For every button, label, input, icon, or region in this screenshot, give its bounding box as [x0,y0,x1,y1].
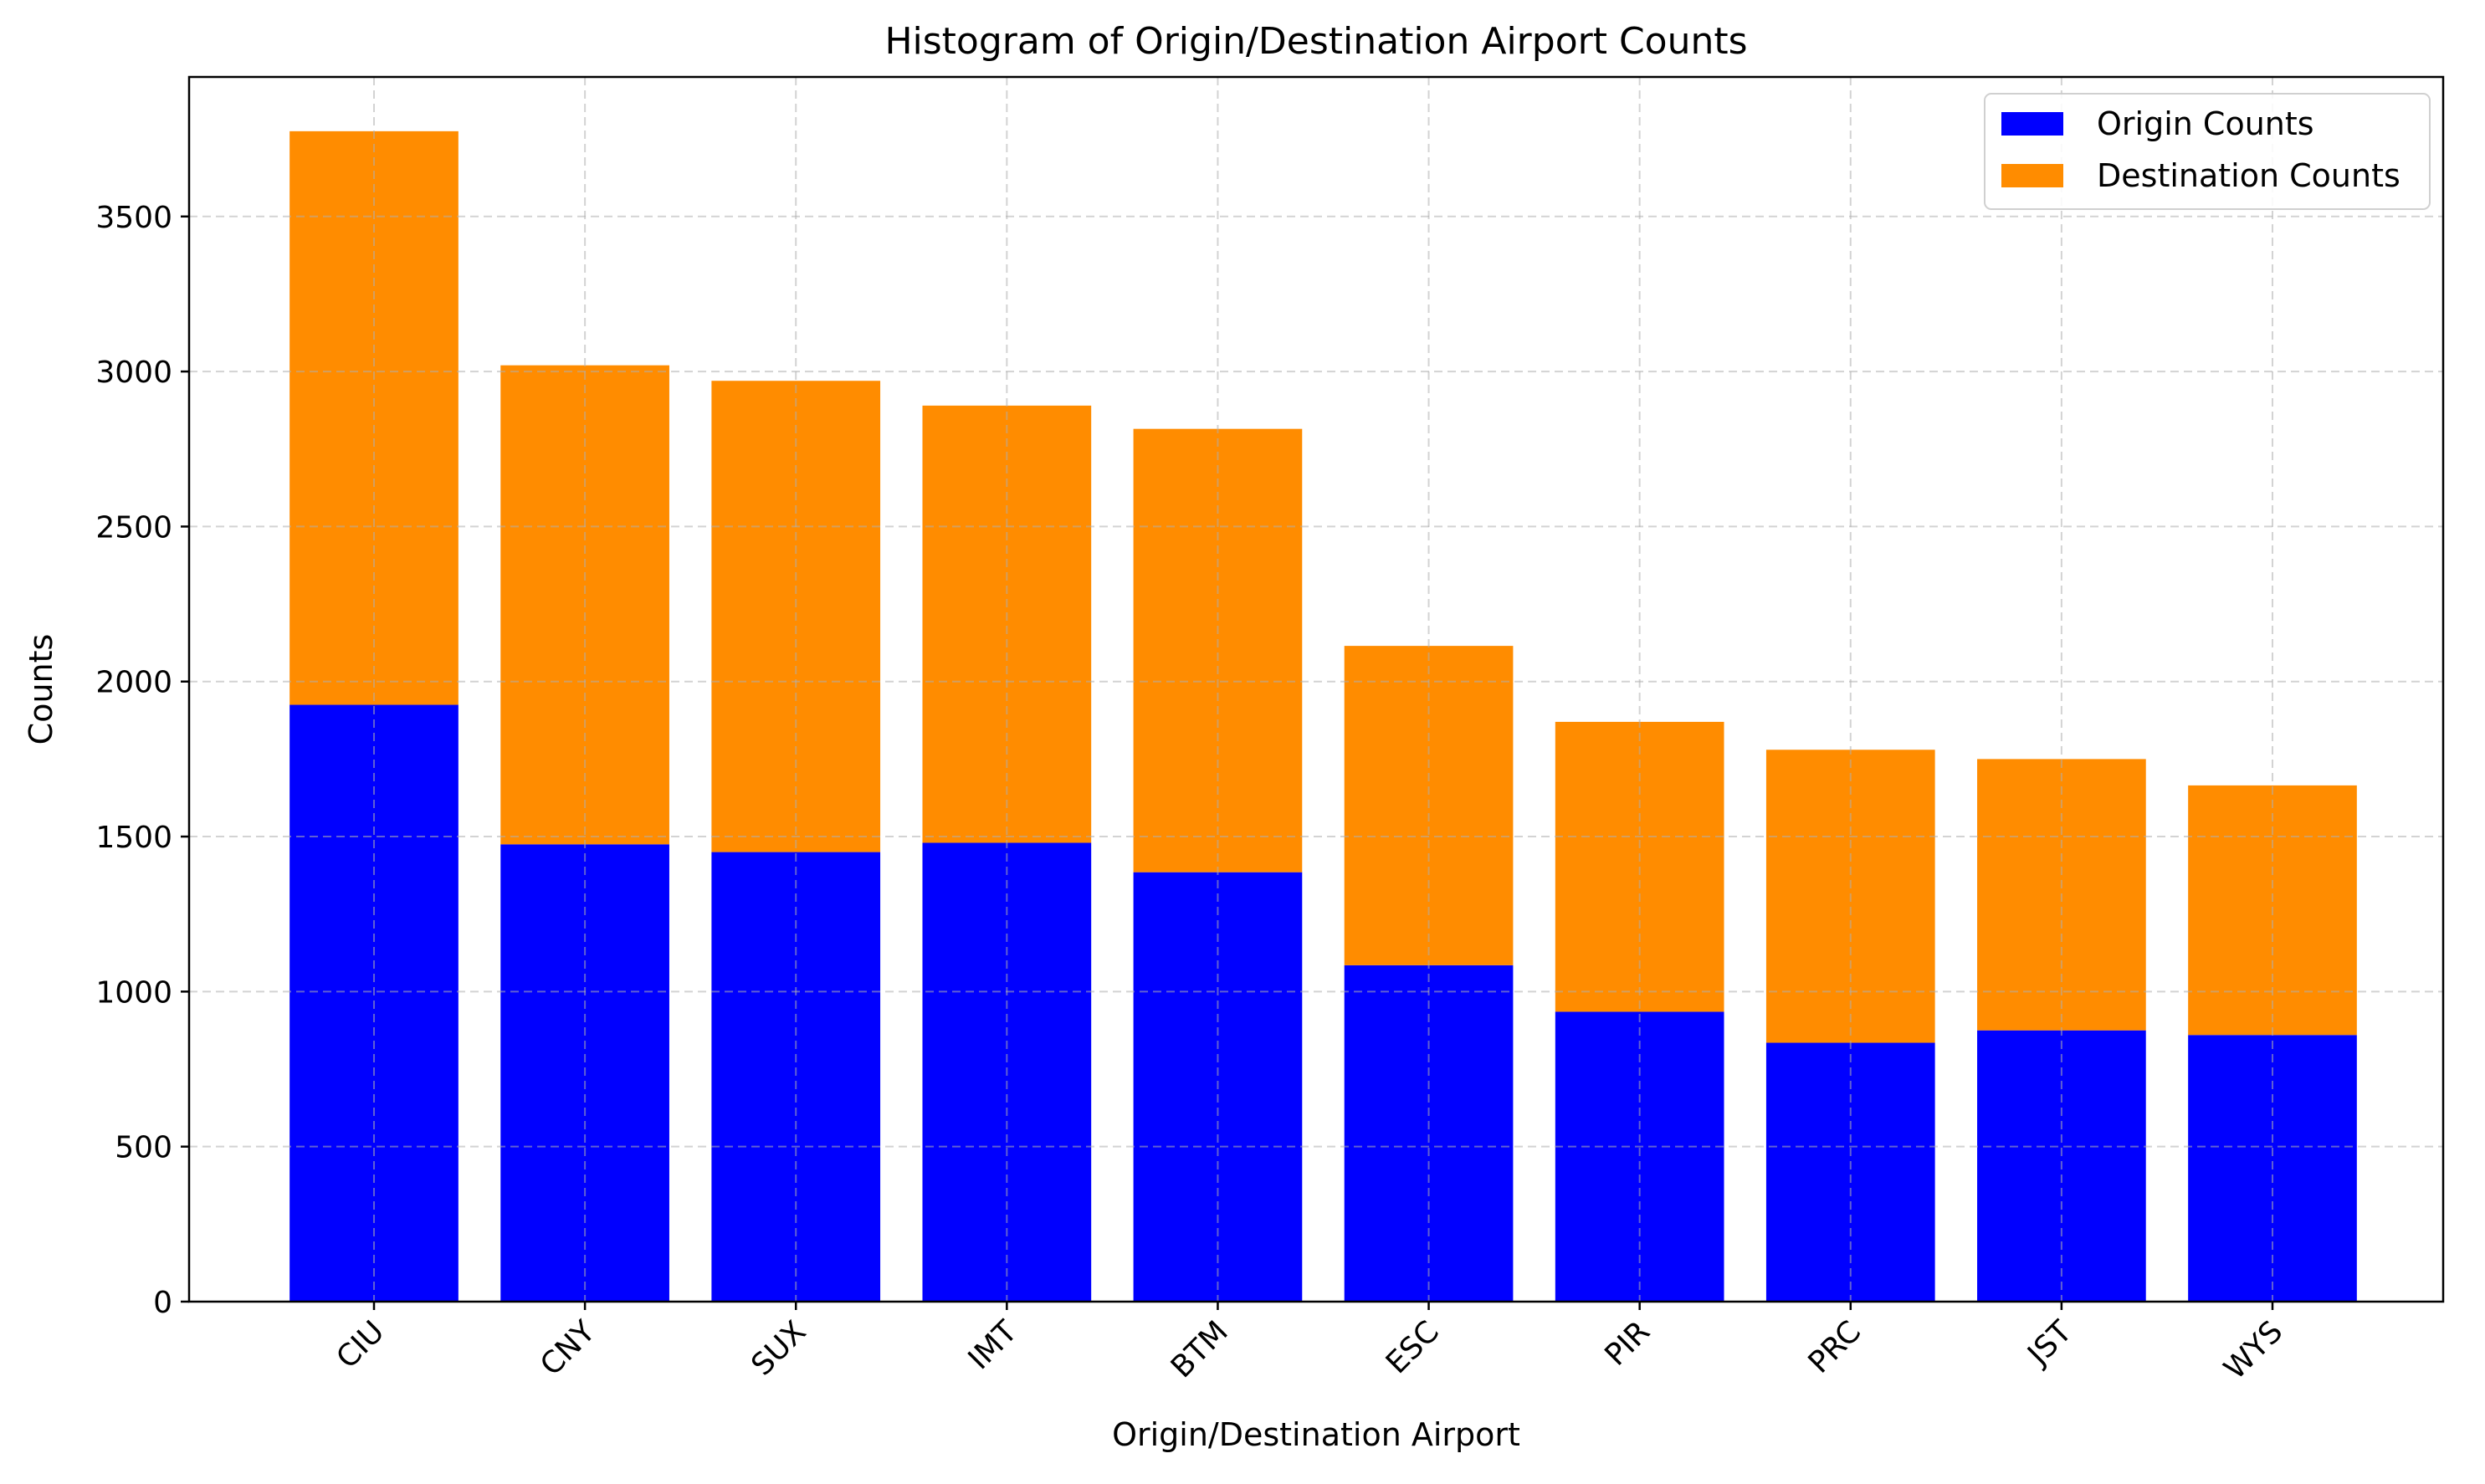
y-tick-label: 3000 [95,356,172,390]
legend-swatch-destination [2001,164,2063,187]
y-tick-label: 0 [153,1286,172,1320]
plot-area-frame [187,75,2445,1303]
y-tick-label: 3500 [95,201,172,235]
legend-box [1984,93,2431,210]
legend-label-destination: Destination Counts [2097,157,2400,194]
y-tick-label: 1500 [95,821,172,855]
y-tick-label: 500 [115,1131,172,1165]
chart-title: Histogram of Origin/Destination Airport … [884,20,1747,63]
y-tick-label: 2000 [95,666,172,700]
bar-destination-imt [922,405,1092,843]
y-tick-label: 2500 [95,510,172,545]
x-axis-label: Origin/Destination Airport [1112,1416,1520,1453]
legend-label-origin: Origin Counts [2097,105,2314,142]
bar-destination-btm [1133,428,1303,872]
legend: Origin Counts Destination Counts [1984,93,2431,210]
legend-swatch-origin [2001,112,2063,136]
y-axis-label: Counts [23,634,59,745]
y-tick-label: 1000 [95,975,172,1010]
